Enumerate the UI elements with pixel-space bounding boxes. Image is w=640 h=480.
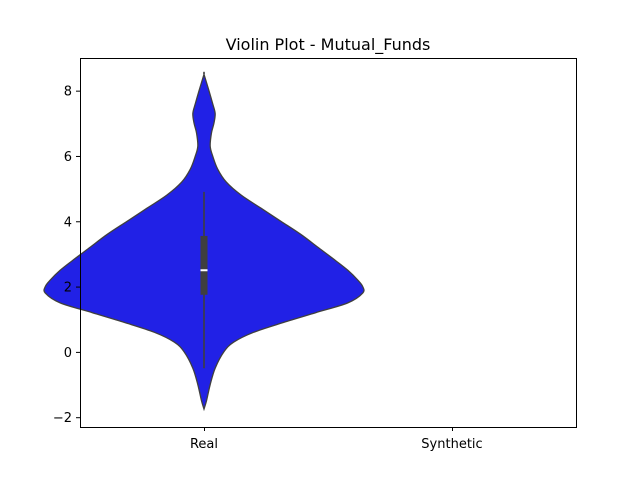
- y-tick-label: 2: [64, 281, 72, 296]
- violin-iqr-box: [200, 235, 208, 295]
- y-tick-label: −2: [53, 411, 72, 426]
- x-axis: Real Synthetic: [190, 427, 483, 452]
- chart-title: Violin Plot - Mutual_Funds: [226, 35, 431, 55]
- plot-area: [43, 71, 365, 412]
- x-tick-label: Real: [190, 437, 218, 452]
- y-tick-label: 4: [64, 215, 72, 230]
- x-tick-label: Synthetic: [421, 437, 482, 452]
- y-tick-label: 6: [64, 150, 72, 165]
- y-axis: −2 0 2 4 6 8: [53, 85, 80, 426]
- y-tick-label: 0: [64, 346, 72, 361]
- axes-frame: [80, 58, 577, 428]
- y-tick-label: 8: [64, 85, 72, 100]
